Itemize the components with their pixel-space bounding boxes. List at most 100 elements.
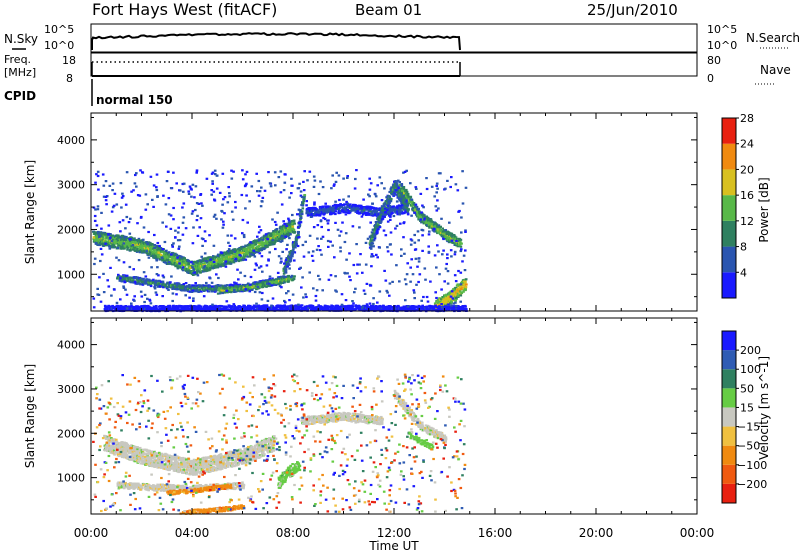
power-cell-band4-3089 [374,212,378,215]
power-cell-band0-1127 [227,260,230,263]
power-cell-band6-3704 [416,208,420,211]
power-cell-band7-4068 [445,293,448,296]
power-cell-band7-4089 [447,297,451,300]
power-cell-band1-2041 [206,284,209,287]
power-cell-band8-4812 [265,304,269,307]
freq-label: Freq. [4,53,31,66]
power-cell-band0-679 [175,253,179,256]
power-cell-band0-1692 [293,230,297,234]
power-cell-band3-2742 [301,207,305,210]
power-cell-band6-3931 [452,241,455,244]
power-cell-band0-85 [102,237,105,240]
power-cell-band0-1246 [242,251,245,254]
power-cell-band0-1343 [252,253,255,256]
power-cell-band0-1631 [284,229,288,232]
power-cell-band4-3070 [370,213,373,216]
power-cell-band4-2843 [323,212,326,215]
power-cell-band0-395 [138,239,141,243]
power-cell-band0-484 [149,248,153,251]
power-cell-band6-3655 [409,195,413,198]
power-cell-band6-3951 [456,239,460,243]
power-cell-band0-547 [158,250,161,253]
power-cell-band2-2456 [256,287,260,290]
power-cell-band6-3770 [427,225,430,228]
power-cell-band6-3842 [438,227,441,230]
power-cell-band3-2702 [295,237,299,240]
power-cell-band8-4505 [177,306,180,309]
power-cell-band7-4072 [445,297,449,300]
power-cell-band0-198 [117,234,120,237]
power-cell-band1-1726 [124,278,127,281]
power-cell-band7-4122 [452,295,455,298]
power-cell-band1-1780 [139,283,142,286]
power-cell-band0-427 [142,238,145,241]
power-cell-band1-1758 [132,279,135,282]
power-cell-band5-3284 [373,237,377,240]
power-cell-band5-3323 [377,228,380,231]
power-cell-band6-3670 [411,201,414,204]
power-cell-band6-3948 [455,244,458,247]
power-cell-band5-3372 [381,207,384,210]
power-cell-band0-838 [194,260,197,263]
power-cell-band3-2745 [301,204,305,207]
power-cell-band0-598 [164,257,167,260]
power-cell-band0-1448 [264,243,267,246]
power-cell-band8-4882 [285,308,289,312]
power-cell-band7-4185 [459,294,463,297]
power-cell-band8-4961 [306,308,309,311]
power-cell-band8-4759 [252,305,255,309]
power-cell-band4-2771 [308,207,311,211]
power-cell-band8-4256 [110,309,113,312]
power-cell-band0-1522 [273,242,276,245]
power-cell-band5-3344 [379,221,382,224]
power-cell-band0-241 [120,238,124,241]
power-cell-band0-103 [103,233,106,236]
power-cell-band6-3883 [444,235,448,238]
power-cell-band0-1208 [236,248,239,251]
power-cell-band8-4539 [187,305,191,308]
power-cell-band1-1943 [182,284,186,287]
power-cell-band0-1383 [257,246,260,249]
power-cell-band0-1082 [222,264,226,267]
power-cell-band5-3330 [377,217,380,220]
power-cell-band4-2764 [307,213,310,216]
power-cell-band6-3668 [410,198,413,201]
power-cell-band8-4488 [172,304,175,307]
power-cell-band1-1878 [164,285,167,288]
power-cell-band4-2818 [317,209,320,212]
power-cell-band4-2962 [349,203,352,206]
power-cell-band8-4950 [304,307,307,310]
power-cell-band3-2747 [301,201,305,204]
power-cell-band4-2920 [340,205,344,208]
power-cell-band2-2375 [234,285,237,288]
power-cell-band2-2403 [242,286,246,289]
power-cell-band0-791 [188,265,191,268]
power-cell-band6-3703 [416,214,420,217]
power-cell-band7-4111 [450,297,453,300]
power-cell-band7-3982 [435,304,439,307]
power-cell-band5-3536 [400,196,404,200]
power-cell-band6-3869 [442,230,446,233]
power-cell-band7-4049 [444,302,447,305]
power-cell-band2-2525 [274,283,277,286]
power-cell-band2-2530 [275,280,278,283]
power-cell-band4-3223 [401,212,404,215]
power-cell-band0-1074 [221,256,224,259]
power-cell-band1-1926 [177,282,181,285]
power-cell-band8-4695 [233,304,236,307]
nsky-trace [91,32,461,51]
power-cell-band8-4231 [103,308,107,311]
power-cell-band3-2699 [295,238,298,241]
power-cell-band5-3327 [377,215,380,218]
power-cell-band8-4672 [226,306,229,309]
power-cell-band8-4969 [309,304,312,307]
power-cell-band1-1727 [123,275,126,278]
power-cell-band8-4936 [300,304,304,307]
power-cell-band1-1809 [146,279,150,282]
power-cell-band1-2058 [211,290,215,293]
power-cell-band0-548 [158,253,161,256]
power-cell-band8-4286 [118,305,122,308]
power-cell-band5-3468 [392,193,395,196]
power-cell-band0-300 [128,243,132,246]
power-cell-band3-2751 [302,189,306,192]
